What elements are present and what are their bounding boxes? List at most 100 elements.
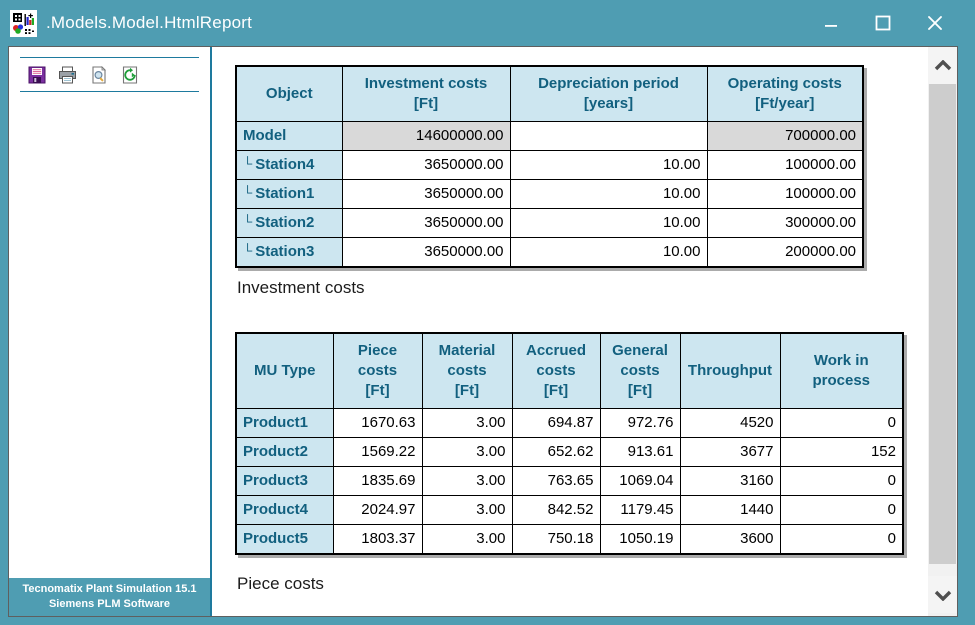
table-row: Product5 1803.37 3.00 750.18 1050.19 3600 0 [235,524,904,555]
row-label: Product3 [235,466,334,496]
row-label-text: Product5 [243,530,309,547]
value-cell: 10.00 [509,150,708,180]
page-magnifier-icon [91,65,106,84]
product-badge: Tecnomatix Plant Simulation 15.1 Siemens… [9,578,210,616]
row-label: Product1 [235,408,334,438]
value-cell: 3160 [679,466,781,496]
value-cell: 1050.19 [599,524,681,555]
value-cell: 3.00 [421,466,513,496]
value-cell: 100000.00 [706,179,864,209]
investment-costs-caption: Investment costs [237,278,365,297]
value-cell: 10.00 [509,208,708,238]
value-cell: 10.00 [509,179,708,209]
scrollbar-thumb[interactable] [929,84,956,564]
header-row: MU Type Piece costs [Ft] Material costs [Ft] Ac… [235,332,904,409]
row-label: Product5 [235,524,334,555]
value-cell: 3.00 [421,495,513,525]
value-cell: 10.00 [509,237,708,268]
badge-line-2: Siemens PLM Software [48,598,171,610]
column-header: Piece costs [Ft] [332,332,423,409]
save-button[interactable] [27,65,46,84]
value-cell: 1835.69 [332,466,423,496]
printer-icon [59,66,76,83]
print-button[interactable] [58,65,77,84]
close-button[interactable] [909,0,961,46]
value-cell: 3650000.00 [341,237,511,268]
value-cell: 972.76 [599,408,681,438]
row-label: Model [235,121,343,151]
window-controls [805,0,961,46]
window-title: .Models.Model.HtmlReport [46,13,253,32]
value-cell: 763.65 [511,466,601,496]
row-label-text: Station3 [255,243,315,260]
report-main: Object Investment costs [Ft] Depreciation p… [214,47,928,616]
table-row: Product4 2024.97 3.00 842.52 1179.45 1440 0 [235,495,904,525]
value-cell: 1569.22 [332,437,423,467]
value-cell: 1803.37 [332,524,423,555]
value-cell: 1440 [679,495,781,525]
scroll-down-button[interactable] [928,576,957,613]
value-cell: 0 [779,466,904,496]
column-header: Throughput [679,332,781,409]
report-toolbar [20,57,199,92]
column-header: MU Type [235,332,334,409]
investment-costs-table-wrap: Object Investment costs [Ft] Depreciation p… [235,65,864,268]
value-cell: 3600 [679,524,781,555]
row-label-text: Product1 [243,414,309,431]
value-cell: 3650000.00 [341,179,511,209]
titlebar[interactable]: .Models.Model.HtmlReport [0,0,975,46]
value-cell: 750.18 [511,524,601,555]
column-header: Depreciation period [years] [509,65,708,122]
row-label-text: Product3 [243,472,309,489]
plant-simulation-report-icon [10,9,37,37]
value-cell: 300000.00 [706,208,864,238]
tree-branch-icon: └ [243,156,253,171]
piece-costs-caption: Piece costs [237,574,324,593]
value-cell: 0 [779,408,904,438]
close-icon [928,16,942,30]
row-label: └ Station2 [235,208,343,238]
column-header: Work in process [779,332,904,409]
tree-branch-icon: └ [243,214,253,229]
column-header: Accrued costs [Ft] [511,332,601,409]
table-row: Product1 1670.63 3.00 694.87 972.76 4520 0 [235,408,904,438]
header-row: Object Investment costs [Ft] Depreciation p… [235,65,864,122]
value-cell: 1069.04 [599,466,681,496]
table-row: └ Station4 3650000.00 10.00 100000.00 [235,150,864,180]
print-preview-button[interactable] [89,65,108,84]
floppy-disk-icon [28,66,45,83]
row-label: Product4 [235,495,334,525]
vertical-scrollbar[interactable] [928,47,957,616]
value-cell: 700000.00 [706,121,864,151]
value-cell: 0 [779,495,904,525]
badge-line-1: Tecnomatix Plant Simulation 15.1 [22,583,197,595]
value-cell: 2024.97 [332,495,423,525]
sidebar: Tecnomatix Plant Simulation 15.1 Siemens… [9,47,212,616]
refresh-button[interactable] [120,65,139,84]
row-label: Product2 [235,437,334,467]
value-cell: 152 [779,437,904,467]
row-label: └ Station3 [235,237,343,268]
minimize-button[interactable] [805,0,857,46]
tree-branch-icon: └ [243,243,253,258]
maximize-button[interactable] [857,0,909,46]
value-cell: 1179.45 [599,495,681,525]
row-label-text: Product2 [243,443,309,460]
chevron-down-icon [934,590,951,601]
column-header: General costs [Ft] [599,332,681,409]
row-label: └ Station1 [235,179,343,209]
report-table: MU Type Piece costs [Ft] Material costs [Ft] Ac… [235,332,904,555]
row-label: └ Station4 [235,150,343,180]
value-cell: 3650000.00 [341,150,511,180]
table-row: └ Station2 3650000.00 10.00 300000.00 [235,208,864,238]
value-cell: 4520 [679,408,781,438]
tree-branch-icon: └ [243,185,253,200]
report-table: Object Investment costs [Ft] Depreciation p… [235,65,864,268]
report-content: Tecnomatix Plant Simulation 15.1 Siemens… [8,46,958,617]
value-cell: 842.52 [511,495,601,525]
value-cell [509,121,708,151]
scroll-up-button[interactable] [928,47,957,84]
table-row: Product2 1569.22 3.00 652.62 913.61 3677 152 [235,437,904,467]
chevron-up-icon [934,59,951,70]
